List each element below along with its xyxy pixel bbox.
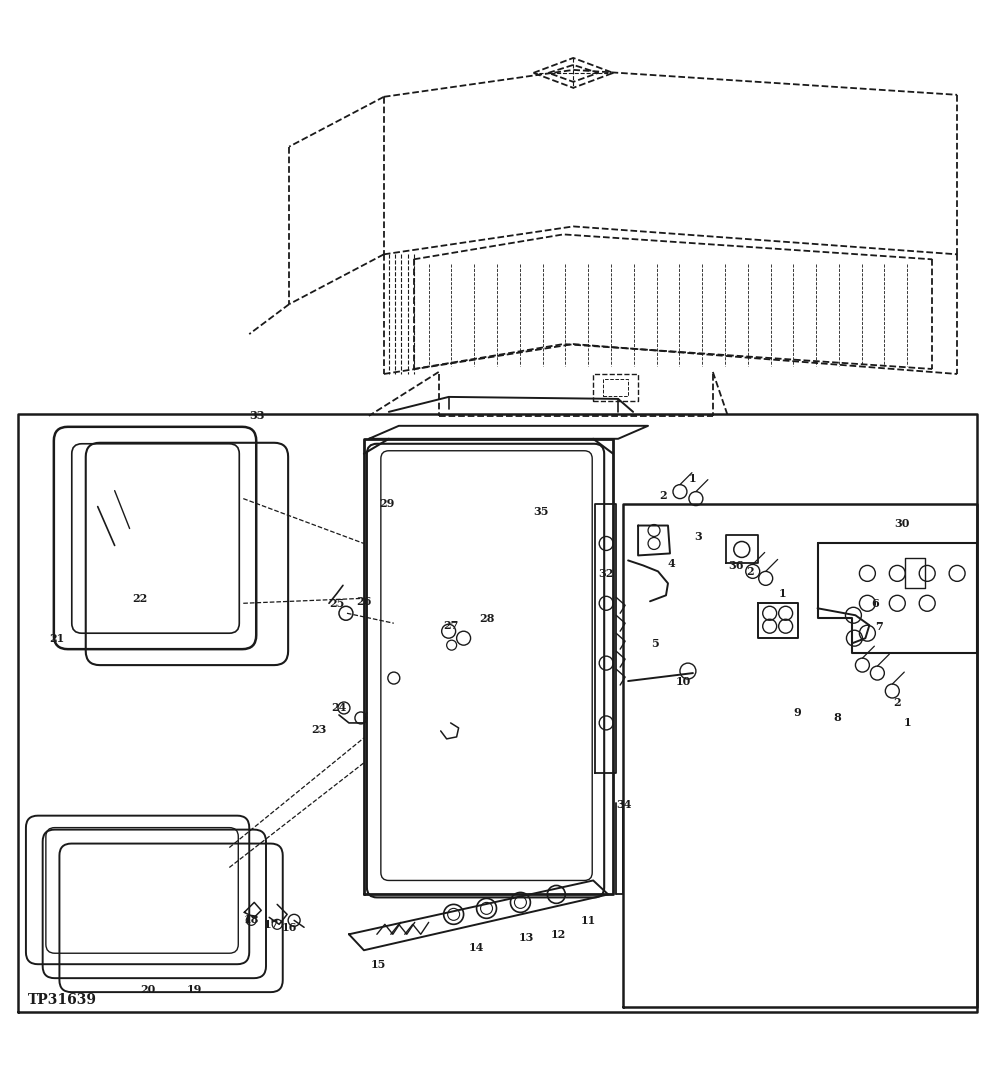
Text: 10: 10 — [675, 675, 691, 686]
Text: 27: 27 — [443, 620, 459, 631]
Text: 11: 11 — [580, 914, 596, 926]
Text: 5: 5 — [651, 638, 659, 649]
Text: 1: 1 — [903, 717, 911, 729]
Text: 24: 24 — [331, 702, 347, 714]
Text: 2: 2 — [659, 490, 667, 501]
Text: 12: 12 — [550, 928, 566, 940]
Text: TP31639: TP31639 — [28, 993, 97, 1007]
Text: 6: 6 — [871, 598, 879, 609]
Text: 14: 14 — [469, 942, 485, 953]
Text: 22: 22 — [132, 593, 148, 604]
Text: 15: 15 — [371, 959, 387, 970]
Text: 4: 4 — [667, 558, 675, 569]
Text: 7: 7 — [875, 621, 883, 632]
Text: 36: 36 — [728, 560, 744, 571]
Text: 9: 9 — [794, 707, 802, 718]
Text: 30: 30 — [894, 519, 910, 529]
Text: 29: 29 — [379, 498, 395, 509]
Text: 2: 2 — [893, 698, 901, 708]
Text: 3: 3 — [694, 531, 702, 542]
Text: 28: 28 — [479, 612, 495, 624]
Text: 34: 34 — [616, 799, 632, 810]
Text: 13: 13 — [518, 931, 534, 943]
Text: 1: 1 — [779, 588, 787, 599]
Text: 18: 18 — [243, 913, 259, 925]
Text: 8: 8 — [833, 713, 841, 723]
Text: 35: 35 — [533, 506, 549, 517]
Text: 17: 17 — [263, 919, 279, 929]
Text: 32: 32 — [598, 568, 614, 579]
Text: 23: 23 — [311, 724, 327, 735]
Text: 33: 33 — [249, 411, 265, 421]
Text: 21: 21 — [49, 633, 65, 643]
Text: 2: 2 — [746, 566, 754, 577]
Text: 26: 26 — [356, 595, 372, 607]
Text: 19: 19 — [186, 984, 202, 994]
Text: 16: 16 — [281, 922, 297, 933]
Text: 25: 25 — [329, 598, 345, 609]
Text: 20: 20 — [140, 984, 156, 994]
Text: 1: 1 — [689, 473, 697, 484]
